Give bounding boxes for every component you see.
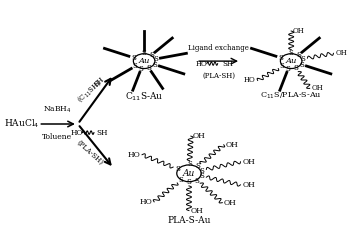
Text: S: S	[286, 65, 291, 73]
Text: PLA-S-Au: PLA-S-Au	[167, 216, 211, 225]
Text: HO: HO	[195, 60, 207, 68]
Text: Au: Au	[285, 57, 297, 65]
Text: S: S	[199, 166, 204, 175]
Text: (PLA-SH): (PLA-SH)	[75, 138, 104, 166]
Text: S: S	[296, 51, 301, 59]
Text: S: S	[139, 65, 144, 73]
Text: SH: SH	[97, 129, 108, 137]
Text: SH: SH	[222, 60, 233, 68]
Text: HAuCl$_4$: HAuCl$_4$	[4, 118, 40, 130]
Text: OH: OH	[242, 181, 255, 189]
Text: Ligand exchange: Ligand exchange	[188, 44, 249, 53]
Text: S: S	[153, 55, 158, 63]
Text: S: S	[142, 49, 147, 57]
Circle shape	[177, 165, 201, 182]
Text: S: S	[300, 61, 304, 68]
Text: Au: Au	[183, 169, 195, 178]
Text: S: S	[186, 179, 192, 186]
Text: S: S	[289, 49, 294, 57]
Circle shape	[280, 54, 302, 68]
Text: HO: HO	[127, 151, 140, 159]
Text: (C$_{11}$SH): (C$_{11}$SH)	[75, 77, 104, 104]
Text: OH: OH	[226, 141, 238, 149]
Text: OH: OH	[191, 207, 203, 215]
Text: S: S	[195, 162, 200, 170]
Text: OH: OH	[193, 132, 206, 140]
Text: HO: HO	[140, 198, 152, 206]
Text: Toluene: Toluene	[42, 133, 72, 141]
Text: SH: SH	[92, 75, 105, 88]
Text: OH: OH	[335, 49, 347, 57]
Text: OH: OH	[224, 199, 237, 207]
Text: S: S	[147, 64, 152, 72]
Text: NaBH$_4$: NaBH$_4$	[43, 105, 72, 115]
Text: S: S	[175, 165, 180, 173]
Text: S: S	[199, 172, 204, 180]
Text: OH: OH	[293, 27, 305, 35]
Text: C$_{11}$S/PLA-S-Au: C$_{11}$S/PLA-S-Au	[260, 91, 322, 101]
Text: S: S	[187, 160, 192, 168]
Text: S: S	[294, 64, 298, 72]
Text: S: S	[152, 61, 157, 68]
Text: S: S	[278, 54, 283, 62]
Text: S: S	[300, 55, 305, 63]
Text: S: S	[149, 51, 154, 59]
Text: HO: HO	[70, 129, 82, 137]
Text: S: S	[132, 62, 138, 70]
Text: (PLA-SH): (PLA-SH)	[202, 72, 235, 80]
Text: C$_{11}$S-Au: C$_{11}$S-Au	[125, 91, 163, 103]
Circle shape	[134, 54, 155, 68]
Text: OH: OH	[311, 84, 323, 93]
Text: Au: Au	[139, 57, 150, 65]
Text: S: S	[131, 54, 136, 62]
Text: S: S	[195, 177, 199, 185]
Text: HO: HO	[244, 76, 256, 85]
Text: S: S	[178, 176, 183, 184]
Text: S: S	[280, 62, 284, 70]
Text: OH: OH	[242, 158, 255, 166]
